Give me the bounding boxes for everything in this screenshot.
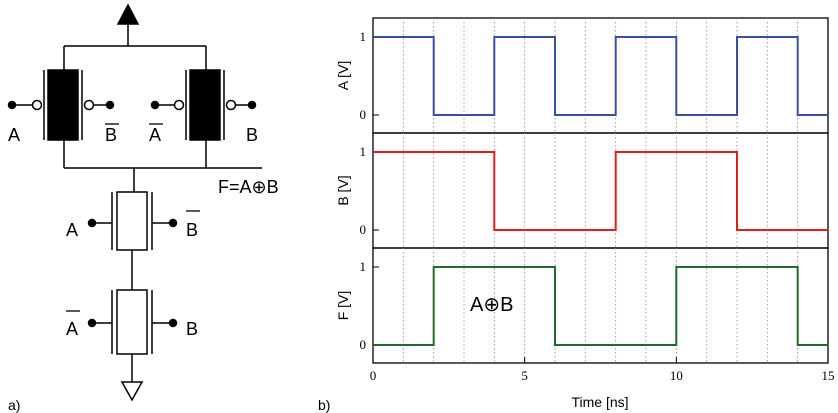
y-tick-label: 0	[360, 107, 367, 122]
x-tick-label: 0	[370, 368, 377, 383]
x-tick-label: 5	[521, 368, 528, 383]
y-tick-label: 1	[360, 29, 367, 44]
label-nmos-bottom-b: B	[186, 319, 198, 339]
ground-icon	[120, 381, 144, 402]
y-axis-label: F [V]	[335, 291, 351, 321]
waveform-f	[373, 266, 828, 346]
xor-annotation: A⊕B	[470, 294, 513, 316]
x-axis-label: Time [ns]	[571, 394, 628, 410]
y-tick-label: 0	[360, 222, 367, 237]
y-axis-label: B [V]	[335, 175, 351, 205]
label-pmos-left-a: A	[8, 125, 20, 145]
schematic-labels: A B A B F=A⊕B A B A B a)	[8, 123, 279, 413]
nmos-bottom	[87, 289, 178, 355]
nmos-top	[87, 191, 178, 251]
y-axis-label: A [V]	[335, 61, 351, 91]
waveform-chart: 0 1 A [V] 0 1 B [V] 0 1 F [V] 0 5 10 15	[335, 17, 835, 383]
x-tick-label: 10	[670, 368, 683, 383]
xor-schematic	[7, 3, 262, 402]
pmos-right	[150, 69, 257, 141]
y-tick-label: 0	[360, 337, 367, 352]
waveform-b	[373, 151, 828, 231]
vdd-arrow-icon	[116, 3, 140, 25]
label-nmos-top-bbar: B	[186, 220, 198, 240]
y-tick-label: 1	[360, 259, 367, 274]
label-pmos-right-b: B	[246, 125, 258, 145]
label-nmos-top-a: A	[66, 220, 78, 240]
x-tick-label: 15	[822, 368, 835, 383]
output-label: F=A⊕B	[218, 177, 279, 197]
y-tick-label: 1	[360, 144, 367, 159]
waveform-a	[373, 36, 828, 116]
subplot-frame	[372, 247, 829, 364]
label-nmos-bottom-abar: A	[66, 319, 78, 339]
label-pmos-right-abar: A	[149, 125, 161, 145]
label-pmos-left-bbar: B	[105, 125, 117, 145]
pmos-left	[7, 69, 115, 141]
panel-label-b: b)	[318, 397, 330, 413]
panel-label-a: a)	[8, 397, 20, 413]
